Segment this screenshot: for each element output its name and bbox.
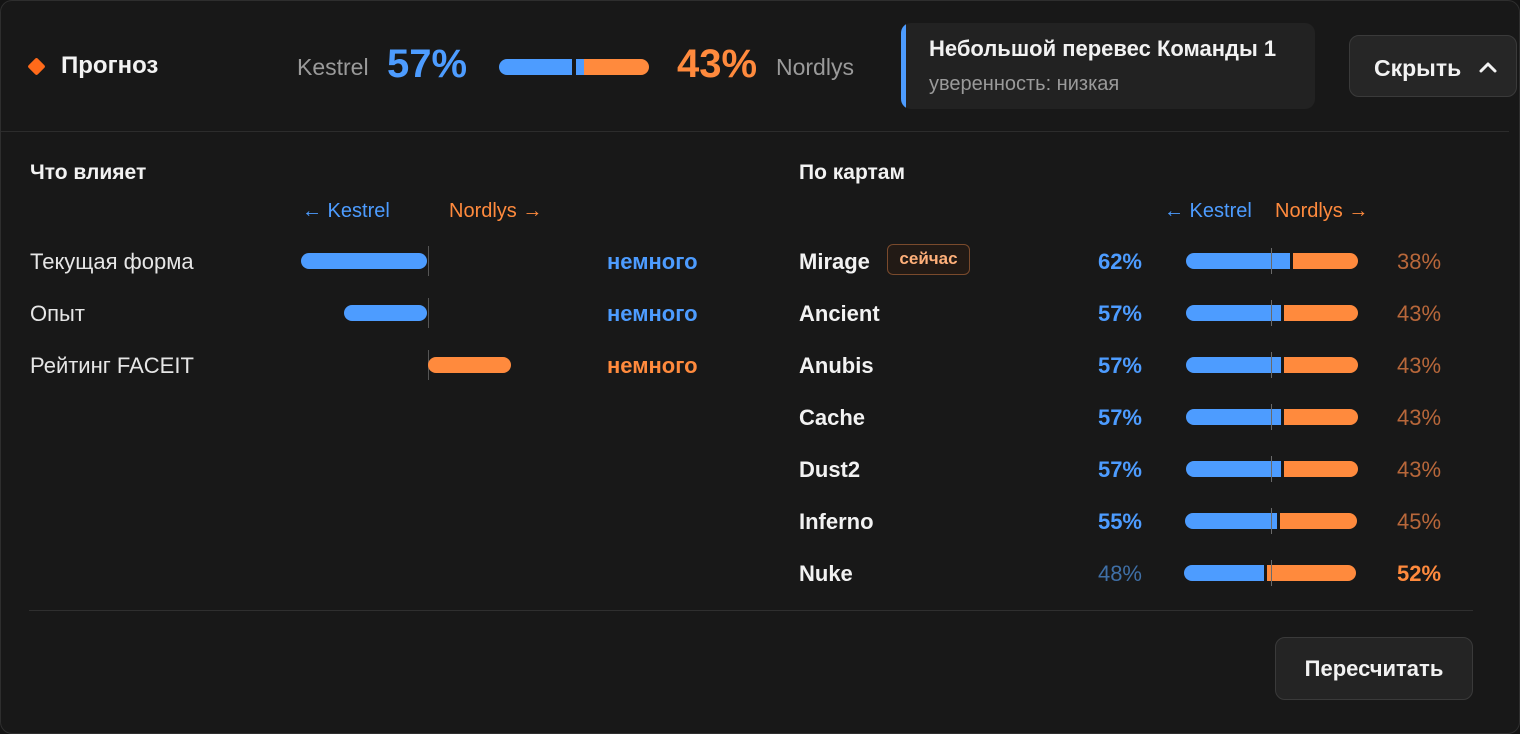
factor-impact: немного [607, 301, 698, 326]
header-divider [1, 131, 1509, 132]
hide-button-label: Скрыть [1374, 55, 1462, 81]
map-bar-team-a [1186, 409, 1281, 425]
map-center-tick [1271, 508, 1272, 534]
map-center-tick [1271, 352, 1272, 378]
map-bar-team-b [1267, 565, 1356, 581]
team-b-name: Nordlys [776, 54, 854, 80]
factor-impact: немного [607, 353, 698, 378]
diamond-icon [27, 57, 46, 76]
verdict-title: Небольшой перевес Команды 1 [929, 36, 1277, 61]
factors-title: Что влияет [30, 161, 147, 184]
map-center-tick [1271, 456, 1272, 482]
map-team-b-percent: 43% [1397, 301, 1442, 326]
map-bar-team-b [1284, 461, 1358, 477]
map-bar-team-a [1184, 565, 1264, 581]
overall-bar-separator [572, 59, 576, 75]
chevron-up-icon [1479, 62, 1497, 73]
map-name: Inferno [799, 509, 874, 534]
overall-bar-team-a [499, 59, 584, 75]
panel-title: Прогноз [61, 52, 159, 79]
verdict-accent-stripe [901, 23, 906, 109]
map-name: Nuke [799, 561, 853, 586]
factor-bar [428, 357, 511, 373]
map-bar-team-b [1284, 305, 1358, 321]
factor-center-line [428, 246, 429, 276]
map-team-b-percent: 43% [1397, 457, 1442, 482]
map-team-a-percent: 57% [1097, 353, 1142, 378]
factor-center-line [428, 298, 429, 328]
factor-impact: немного [607, 249, 698, 274]
map-team-b-percent: 43% [1397, 405, 1442, 430]
team-a-name: Kestrel [297, 54, 369, 80]
maps-title: По картам [799, 161, 905, 184]
factors-legend-team-b: Nordlys → [449, 200, 543, 222]
map-team-a-percent: 55% [1097, 509, 1142, 534]
factor-name: Текущая форма [30, 249, 194, 274]
recalculate-button[interactable]: Пересчитать [1275, 637, 1473, 700]
map-team-b-percent: 43% [1397, 353, 1442, 378]
map-center-tick [1271, 248, 1272, 274]
map-team-b-percent: 38% [1397, 249, 1442, 274]
map-bar-team-b [1284, 409, 1358, 425]
map-team-a-percent: 57% [1097, 301, 1142, 326]
map-bar-team-a [1186, 305, 1281, 321]
map-bar-team-a [1186, 461, 1281, 477]
map-team-b-percent: 52% [1397, 561, 1442, 586]
map-team-a-percent: 57% [1097, 405, 1142, 430]
map-bar-team-b [1293, 253, 1358, 269]
hide-button[interactable]: Скрыть [1349, 35, 1517, 97]
map-name: Mirage [799, 249, 870, 274]
map-bar-team-b [1280, 513, 1357, 529]
map-center-tick [1271, 560, 1272, 586]
team-b-percent: 43% [677, 42, 758, 86]
factor-name: Опыт [30, 301, 85, 326]
map-center-tick [1271, 404, 1272, 430]
footer-divider [29, 610, 1473, 611]
overall-bar-team-b [584, 59, 649, 75]
map-bar-team-a [1186, 357, 1281, 373]
map-center-tick [1271, 300, 1272, 326]
map-name: Anubis [799, 353, 874, 378]
verdict-confidence: уверенность: низкая [929, 73, 1120, 95]
map-bar-team-b [1284, 357, 1358, 373]
factor-bar [301, 253, 427, 269]
map-team-a-percent: 57% [1097, 457, 1142, 482]
maps-legend-team-b: Nordlys → [1275, 200, 1369, 222]
factor-bar [344, 305, 427, 321]
map-bar-team-a [1185, 513, 1277, 529]
current-map-badge: сейчас [887, 244, 970, 275]
map-bar-team-a [1186, 253, 1290, 269]
maps-legend-team-a: ← Kestrel [1164, 200, 1252, 222]
map-team-a-percent: 48% [1097, 561, 1142, 586]
map-team-b-percent: 45% [1397, 509, 1442, 534]
map-name: Cache [799, 405, 866, 430]
map-name: Dust2 [799, 457, 861, 482]
factors-legend-team-a: ← Kestrel [302, 200, 390, 222]
verdict-card: Небольшой перевес Команды 1 уверенность:… [901, 23, 1315, 109]
map-team-a-percent: 62% [1097, 249, 1142, 274]
map-name: Ancient [799, 301, 880, 326]
factor-name: Рейтинг FACEIT [30, 353, 194, 378]
team-a-percent: 57% [387, 42, 468, 86]
